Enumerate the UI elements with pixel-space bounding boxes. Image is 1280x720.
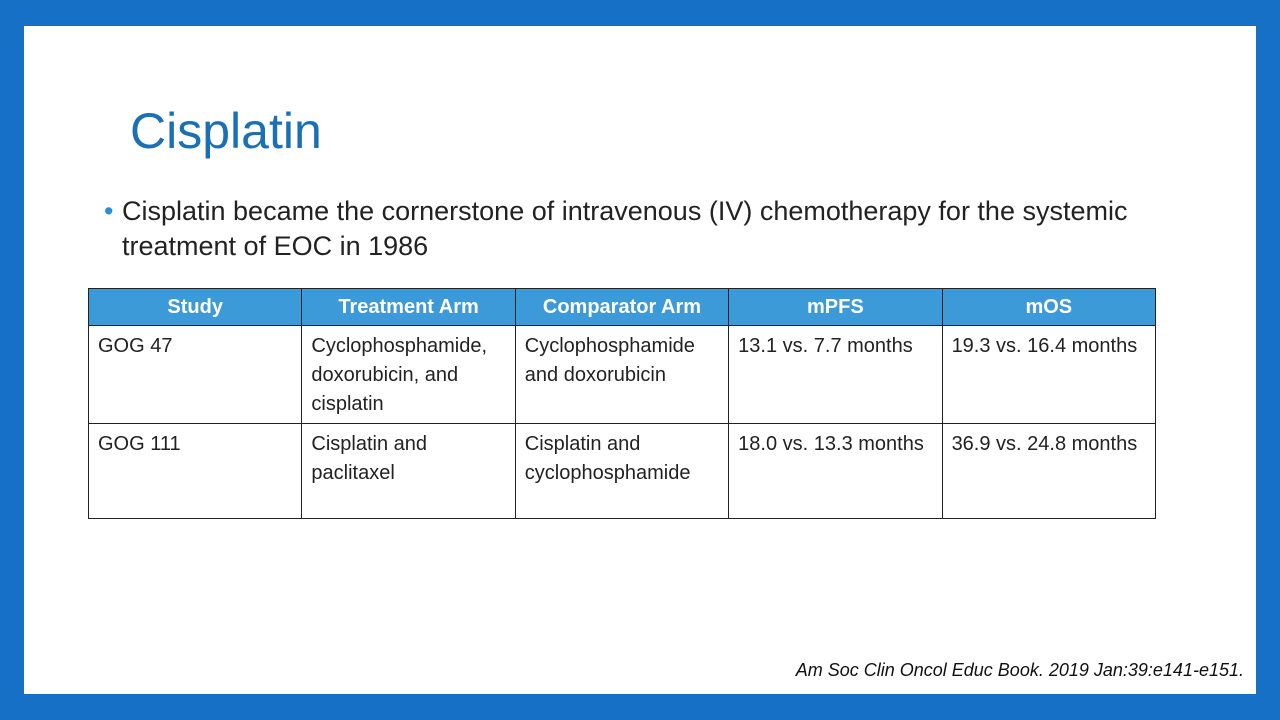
table-row: GOG 111 Cisplatin and paclitaxel Cisplatin… [87, 423, 1157, 519]
table-cell: 19.3 vs. 16.4 months [941, 325, 1157, 424]
study-table: Study Treatment Arm Comparator Arm mPFS mOS … [87, 288, 1157, 519]
table-cell: GOG 47 [87, 325, 303, 424]
header-row: Study Treatment Arm Comparator Arm mPFS mOS [87, 288, 1157, 326]
table-cell: 36.9 vs. 24.8 months [941, 423, 1157, 519]
table-cell: Cyclophosphamide and doxorubicin [514, 325, 730, 424]
table-cell: 18.0 vs. 13.3 months [728, 423, 943, 519]
header-cell: mPFS [728, 288, 943, 326]
table-cell: Cisplatin and paclitaxel [301, 423, 516, 519]
table-body: GOG 47 Cyclophosphamide, doxorubicin, and… [87, 325, 1157, 519]
header-cell: Study [87, 288, 303, 326]
table-cell: 13.1 vs. 7.7 months [728, 325, 943, 424]
bullet-list: • Cisplatin became the cornerstone of int… [104, 194, 1142, 264]
bullet-dot: • [104, 196, 114, 226]
citation: Am Soc Clin Oncol Educ Book. 2019 Jan:39… [795, 660, 1244, 680]
header-cell: Treatment Arm [301, 288, 516, 326]
slide: Cisplatin • Cisplatin became the cornerst… [24, 26, 1256, 694]
table-cell: GOG 111 [87, 423, 303, 519]
bullet-item: • Cisplatin became the cornerstone of int… [104, 194, 1142, 264]
bullet-text: Cisplatin became the cornerstone of intr… [122, 196, 1128, 261]
header-cell: Comparator Arm [514, 288, 730, 326]
table-cell: Cisplatin and cyclophosphamide [514, 423, 730, 519]
table-cell: Cyclophosphamide, doxorubicin, and cispl… [301, 325, 516, 424]
header-cell: mOS [941, 288, 1157, 326]
slide-title: Cisplatin [130, 103, 322, 159]
table-row: GOG 47 Cyclophosphamide, doxorubicin, and… [87, 325, 1157, 424]
